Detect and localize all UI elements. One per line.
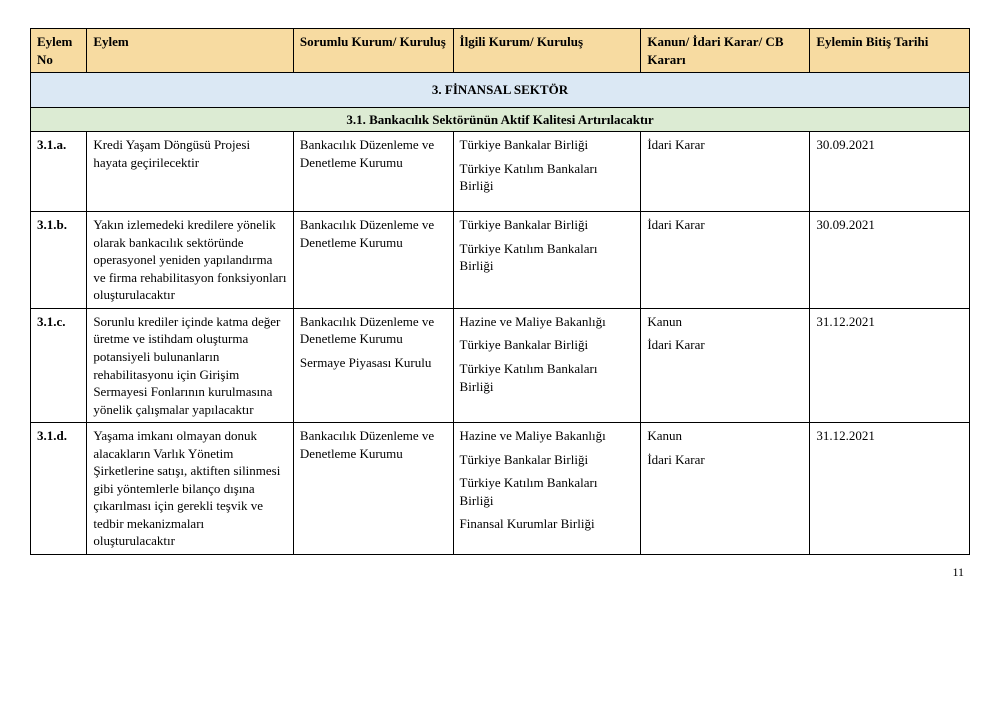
- cell-eylem: Yakın izlemedeki kredilere yönelik olara…: [87, 212, 294, 309]
- cell-ilgili-item: Türkiye Katılım Bankaları Birliği: [460, 360, 635, 395]
- cell-ilgili: Türkiye Bankalar Birliği Türkiye Katılım …: [453, 132, 641, 212]
- cell-ilgili-item: Hazine ve Maliye Bakanlığı: [460, 313, 635, 331]
- cell-ilgili-item: Türkiye Bankalar Birliği: [460, 136, 635, 154]
- col-header-sorumlu: Sorumlu Kurum/ Kuruluş: [293, 29, 453, 73]
- cell-kanun-item: İdari Karar: [647, 136, 803, 154]
- cell-bitis: 31.12.2021: [810, 308, 970, 422]
- cell-kanun: Kanun İdari Karar: [641, 423, 810, 555]
- cell-sorumlu-item: Bankacılık Düzenleme ve Denetleme Kurumu: [300, 136, 447, 171]
- cell-eylem: Yaşama imkanı olmayan donuk alacakların …: [87, 423, 294, 555]
- cell-sorumlu: Bankacılık Düzenleme ve Denetleme Kurumu: [293, 212, 453, 309]
- cell-eylem: Kredi Yaşam Döngüsü Projesi hayata geçir…: [87, 132, 294, 212]
- table-row: 3.1.c.Sorunlu krediler içinde katma değe…: [31, 308, 970, 422]
- cell-kanun-item: İdari Karar: [647, 336, 803, 354]
- cell-sorumlu-item: Bankacılık Düzenleme ve Denetleme Kurumu: [300, 216, 447, 251]
- cell-bitis: 31.12.2021: [810, 423, 970, 555]
- action-plan-table: Eylem No Eylem Sorumlu Kurum/ Kuruluş İl…: [30, 28, 970, 555]
- cell-kanun-item: Kanun: [647, 313, 803, 331]
- table-row: 3.1.d.Yaşama imkanı olmayan donuk alacak…: [31, 423, 970, 555]
- cell-no: 3.1.a.: [31, 132, 87, 212]
- col-header-eylem: Eylem: [87, 29, 294, 73]
- table-body: 3. FİNANSAL SEKTÖR 3.1. Bankacılık Sektö…: [31, 73, 970, 555]
- section-title: 3. FİNANSAL SEKTÖR: [31, 73, 970, 108]
- section-row: 3. FİNANSAL SEKTÖR: [31, 73, 970, 108]
- cell-kanun: İdari Karar: [641, 212, 810, 309]
- cell-no: 3.1.c.: [31, 308, 87, 422]
- cell-kanun-item: İdari Karar: [647, 216, 803, 234]
- cell-ilgili-item: Türkiye Bankalar Birliği: [460, 451, 635, 469]
- cell-kanun: İdari Karar: [641, 132, 810, 212]
- cell-ilgili-item: Türkiye Katılım Bankaları Birliği: [460, 160, 635, 195]
- subsection-row: 3.1. Bankacılık Sektörünün Aktif Kalites…: [31, 107, 970, 132]
- cell-eylem: Sorunlu krediler içinde katma değer üret…: [87, 308, 294, 422]
- cell-ilgili-item: Hazine ve Maliye Bakanlığı: [460, 427, 635, 445]
- cell-ilgili-item: Türkiye Katılım Bankaları Birliği: [460, 240, 635, 275]
- cell-sorumlu: Bankacılık Düzenleme ve Denetleme Kurumu: [293, 423, 453, 555]
- cell-ilgili-item: Türkiye Bankalar Birliği: [460, 336, 635, 354]
- col-header-ilgili: İlgili Kurum/ Kuruluş: [453, 29, 641, 73]
- cell-bitis: 30.09.2021: [810, 132, 970, 212]
- cell-ilgili: Hazine ve Maliye Bakanlığı Türkiye Bankal…: [453, 423, 641, 555]
- cell-kanun: Kanun İdari Karar: [641, 308, 810, 422]
- cell-no: 3.1.d.: [31, 423, 87, 555]
- cell-no: 3.1.b.: [31, 212, 87, 309]
- col-header-kanun: Kanun/ İdari Karar/ CB Kararı: [641, 29, 810, 73]
- cell-ilgili: Türkiye Bankalar Birliği Türkiye Katılım …: [453, 212, 641, 309]
- subsection-title: 3.1. Bankacılık Sektörünün Aktif Kalites…: [31, 107, 970, 132]
- col-header-bitis: Eylemin Bitiş Tarihi: [810, 29, 970, 73]
- cell-kanun-item: İdari Karar: [647, 451, 803, 469]
- page-number: 11: [30, 565, 970, 580]
- table-row: 3.1.a.Kredi Yaşam Döngüsü Projesi hayata…: [31, 132, 970, 212]
- cell-sorumlu: Bankacılık Düzenleme ve Denetleme Kurumu…: [293, 308, 453, 422]
- cell-ilgili-item: Finansal Kurumlar Birliği: [460, 515, 635, 533]
- cell-sorumlu-item: Bankacılık Düzenleme ve Denetleme Kurumu: [300, 313, 447, 348]
- cell-ilgili-item: Türkiye Katılım Bankaları Birliği: [460, 474, 635, 509]
- cell-kanun-item: Kanun: [647, 427, 803, 445]
- cell-ilgili: Hazine ve Maliye Bakanlığı Türkiye Bankal…: [453, 308, 641, 422]
- table-header-row: Eylem No Eylem Sorumlu Kurum/ Kuruluş İl…: [31, 29, 970, 73]
- table-row: 3.1.b.Yakın izlemedeki kredilere yönelik…: [31, 212, 970, 309]
- col-header-no: Eylem No: [31, 29, 87, 73]
- cell-sorumlu-item: Sermaye Piyasası Kurulu: [300, 354, 447, 372]
- cell-sorumlu: Bankacılık Düzenleme ve Denetleme Kurumu: [293, 132, 453, 212]
- cell-sorumlu-item: Bankacılık Düzenleme ve Denetleme Kurumu: [300, 427, 447, 462]
- cell-ilgili-item: Türkiye Bankalar Birliği: [460, 216, 635, 234]
- cell-bitis: 30.09.2021: [810, 212, 970, 309]
